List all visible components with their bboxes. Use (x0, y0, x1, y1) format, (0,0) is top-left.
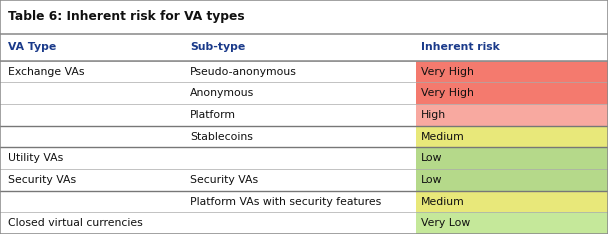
Text: Platform: Platform (190, 110, 237, 120)
Text: Platform VAs with security features: Platform VAs with security features (190, 197, 382, 207)
Text: Low: Low (421, 175, 443, 185)
Bar (0, 34, 608, 61)
Bar (0, 61, 608, 83)
Bar (416, 61, 608, 83)
Text: Sub-type: Sub-type (190, 42, 246, 52)
Text: Exchange VAs: Exchange VAs (8, 67, 85, 77)
Text: Utility VAs: Utility VAs (8, 153, 63, 163)
Text: Very High: Very High (421, 67, 474, 77)
Bar (0, 104, 608, 126)
Text: Pseudo-anonymous: Pseudo-anonymous (190, 67, 297, 77)
Text: Medium: Medium (421, 132, 465, 142)
Text: Security VAs: Security VAs (8, 175, 76, 185)
Bar (0, 126, 608, 147)
Bar (416, 169, 608, 191)
Bar (416, 83, 608, 104)
Text: Very Low: Very Low (421, 218, 471, 228)
Bar (0, 191, 608, 212)
Bar (416, 104, 608, 126)
Bar (0, 83, 608, 104)
Bar (416, 126, 608, 147)
Text: Anonymous: Anonymous (190, 88, 255, 98)
Text: High: High (421, 110, 446, 120)
Text: VA Type: VA Type (8, 42, 56, 52)
Bar (0, 212, 608, 234)
Text: Low: Low (421, 153, 443, 163)
Bar (0, 169, 608, 191)
Bar (416, 191, 608, 212)
Text: Closed virtual currencies: Closed virtual currencies (8, 218, 143, 228)
Bar (416, 212, 608, 234)
Text: Very High: Very High (421, 88, 474, 98)
Text: Medium: Medium (421, 197, 465, 207)
Bar (0, 0, 608, 34)
Text: Table 6: Inherent risk for VA types: Table 6: Inherent risk for VA types (8, 11, 244, 23)
Text: Security VAs: Security VAs (190, 175, 258, 185)
Text: Stablecoins: Stablecoins (190, 132, 253, 142)
Text: Inherent risk: Inherent risk (421, 42, 500, 52)
Bar (0, 147, 608, 169)
Bar (416, 147, 608, 169)
